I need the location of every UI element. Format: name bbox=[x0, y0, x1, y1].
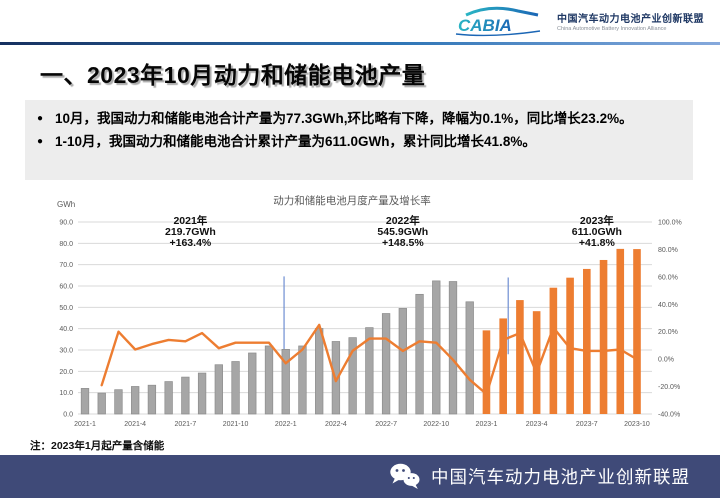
svg-text:80.0: 80.0 bbox=[59, 241, 73, 248]
svg-text:+148.5%: +148.5% bbox=[382, 237, 424, 249]
chart-area: 0.0 10.0 20.0 30.0 40.0 50.0 60.0 70.0 80.0 90.0 -… bbox=[35, 193, 715, 441]
org-name-cn: 中国汽车动力电池产业创新联盟 bbox=[557, 14, 704, 25]
chart-note: 注：2023年1月起产量含储能 bbox=[30, 440, 165, 452]
svg-text:2022-7: 2022-7 bbox=[375, 421, 397, 428]
svg-text:90.0: 90.0 bbox=[59, 220, 73, 227]
svg-text:219.7GWh: 219.7GWh bbox=[165, 226, 216, 238]
org-name-en: China Automotive Battery Innovation Alli… bbox=[557, 26, 667, 32]
svg-text:20.0: 20.0 bbox=[59, 369, 73, 376]
svg-text:2021年: 2021年 bbox=[173, 214, 207, 227]
production-chart: 0.0 10.0 20.0 30.0 40.0 50.0 60.0 70.0 80.0 90.0 -… bbox=[57, 194, 682, 428]
logo-text: CABIA bbox=[458, 16, 512, 35]
logo-underline bbox=[455, 30, 541, 37]
svg-text:2023-4: 2023-4 bbox=[526, 421, 548, 428]
logo-block: CABIA 中国汽车动力电池产业创新联盟 China Automotive Ba… bbox=[452, 5, 704, 37]
svg-text:0.0: 0.0 bbox=[63, 412, 73, 419]
svg-text:-20.0%: -20.0% bbox=[658, 384, 680, 391]
header: CABIA 中国汽车动力电池产业创新联盟 China Automotive Ba… bbox=[0, 0, 720, 42]
svg-text:2022年: 2022年 bbox=[386, 214, 420, 227]
svg-text:20.0%: 20.0% bbox=[658, 329, 678, 336]
svg-text:60.0: 60.0 bbox=[59, 284, 73, 291]
svg-text:60.0%: 60.0% bbox=[658, 274, 678, 281]
svg-text:+163.4%: +163.4% bbox=[170, 237, 212, 249]
svg-text:2022-1: 2022-1 bbox=[275, 421, 297, 428]
org-text-block: 中国汽车动力电池产业创新联盟 China Automotive Battery … bbox=[557, 10, 704, 32]
summary-list: 10月，我国动力和储能电池合计产量为77.3GWh,环比略有下降，降幅为0.1%… bbox=[35, 107, 679, 153]
car-roof-swoosh-icon bbox=[465, 6, 539, 17]
svg-text:100.0%: 100.0% bbox=[658, 220, 682, 227]
svg-text:50.0: 50.0 bbox=[59, 305, 73, 312]
svg-text:2021-1: 2021-1 bbox=[74, 421, 96, 428]
svg-text:0.0%: 0.0% bbox=[658, 357, 674, 364]
svg-text:2021-7: 2021-7 bbox=[174, 421, 196, 428]
svg-text:-40.0%: -40.0% bbox=[658, 412, 680, 419]
svg-text:GWh: GWh bbox=[57, 200, 75, 209]
svg-text:2023-10: 2023-10 bbox=[624, 421, 650, 428]
svg-text:545.9GWh: 545.9GWh bbox=[377, 226, 428, 238]
svg-text:10.0: 10.0 bbox=[59, 390, 73, 397]
svg-text:40.0%: 40.0% bbox=[658, 302, 678, 309]
svg-text:+41.8%: +41.8% bbox=[579, 237, 616, 249]
svg-text:2022-10: 2022-10 bbox=[423, 421, 449, 428]
svg-text:2023年: 2023年 bbox=[580, 214, 614, 227]
page-title: 一、2023年10月动力和储能电池产量 bbox=[40, 62, 426, 88]
footer-org-name: 中国汽车动力电池产业创新联盟 bbox=[431, 467, 690, 487]
svg-text:80.0%: 80.0% bbox=[658, 247, 678, 254]
wechat-icon bbox=[390, 463, 420, 489]
svg-text:2023-1: 2023-1 bbox=[476, 421, 498, 428]
svg-text:2021-10: 2021-10 bbox=[223, 421, 249, 428]
svg-text:70.0: 70.0 bbox=[59, 262, 73, 269]
summary-bullet-1: 10月，我国动力和储能电池合计产量为77.3GWh,环比略有下降，降幅为0.1%… bbox=[35, 107, 679, 130]
svg-text:动力和储能电池月度产量及增长率: 动力和储能电池月度产量及增长率 bbox=[273, 194, 431, 207]
svg-text:2022-4: 2022-4 bbox=[325, 421, 347, 428]
footer-bar: 中国汽车动力电池产业创新联盟 bbox=[0, 455, 720, 498]
svg-text:2021-4: 2021-4 bbox=[124, 421, 146, 428]
svg-text:611.0GWh: 611.0GWh bbox=[572, 226, 622, 238]
svg-text:30.0: 30.0 bbox=[59, 348, 73, 355]
svg-text:40.0: 40.0 bbox=[59, 326, 73, 333]
header-divider bbox=[0, 42, 720, 45]
summary-bullet-2: 1-10月，我国动力和储能电池合计累计产量为611.0GWh，累计同比增长41.… bbox=[35, 130, 679, 153]
svg-text:2023-7: 2023-7 bbox=[576, 421, 598, 428]
summary-box: 10月，我国动力和储能电池合计产量为77.3GWh,环比略有下降，降幅为0.1%… bbox=[25, 100, 693, 180]
cabia-logo-icon: CABIA bbox=[455, 6, 541, 37]
